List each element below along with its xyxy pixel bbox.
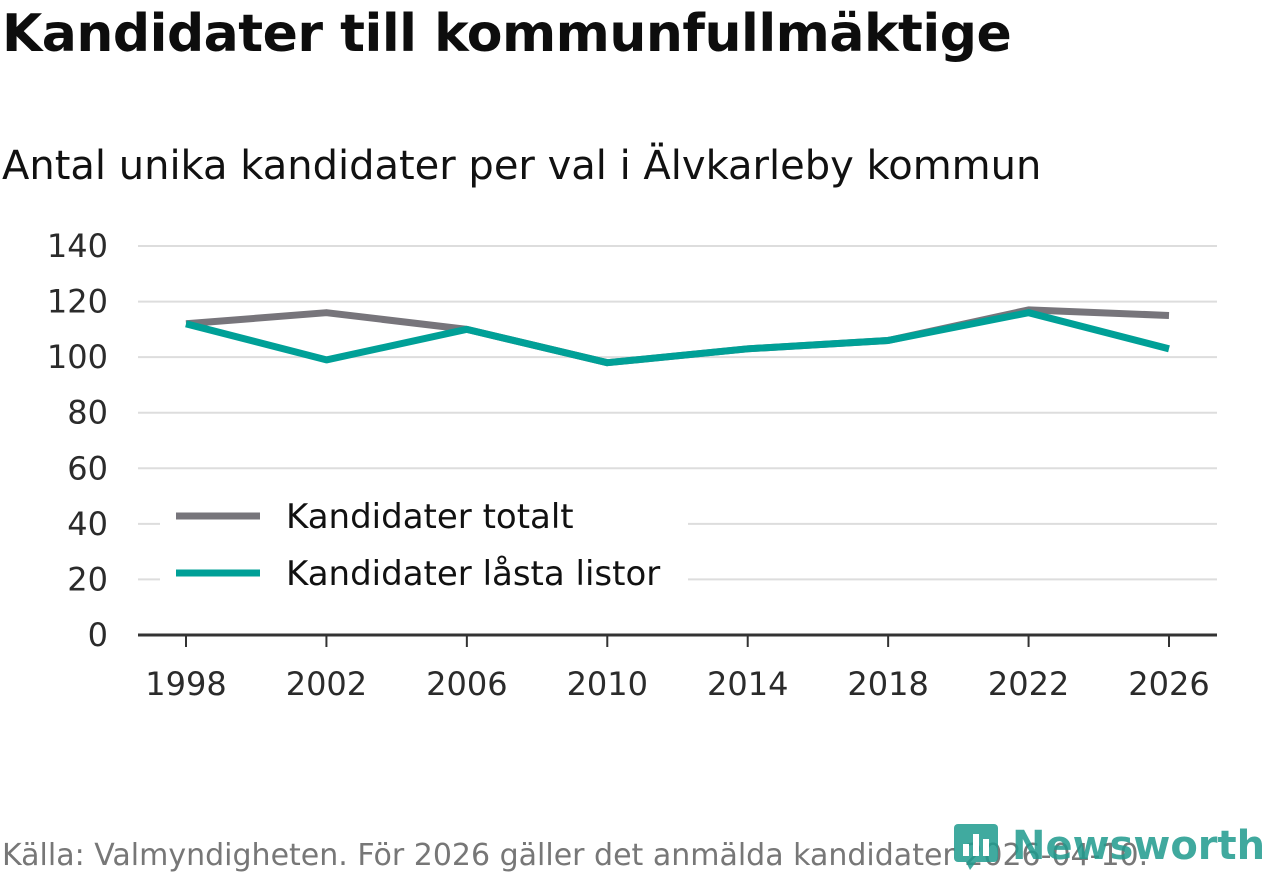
x-tick-label-2014: 2014 [707,665,788,703]
legend-label-kandidater-lasta-listor: Kandidater låsta listor [286,554,660,594]
series-line-kandidater-lasta-listor [185,309,1170,367]
y-tick-label-20: 20 [67,560,108,598]
legend-label-kandidater-totalt: Kandidater totalt [286,497,574,537]
x-tick-label-2018: 2018 [847,665,928,703]
chart-subtitle: Antal unika kandidater per val i Älvkarl… [2,143,1042,189]
brand-name: Newsworthy [1012,823,1262,869]
brand-logo-block: Newsworthy [952,818,1262,874]
x-tick-label-2002: 2002 [286,665,367,703]
x-tick-label-2010: 2010 [567,665,648,703]
y-tick-label-40: 40 [67,505,108,543]
y-tick-label-0: 0 [88,616,108,654]
x-tick-label-2006: 2006 [426,665,507,703]
y-tick-label-80: 80 [67,394,108,432]
y-tick-label-60: 60 [67,449,108,487]
y-tick-label-120: 120 [47,283,108,321]
legend-background [160,492,688,602]
y-tick-label-100: 100 [47,338,108,376]
chart-title: Kandidater till kommunfullmäktige [2,4,1012,64]
x-tick-label-2026: 2026 [1128,665,1209,703]
y-tick-label-140: 140 [47,227,108,265]
newsworthy-logo-icon [954,824,998,870]
x-tick-label-1998: 1998 [145,665,226,703]
x-tick-label-2022: 2022 [988,665,1069,703]
